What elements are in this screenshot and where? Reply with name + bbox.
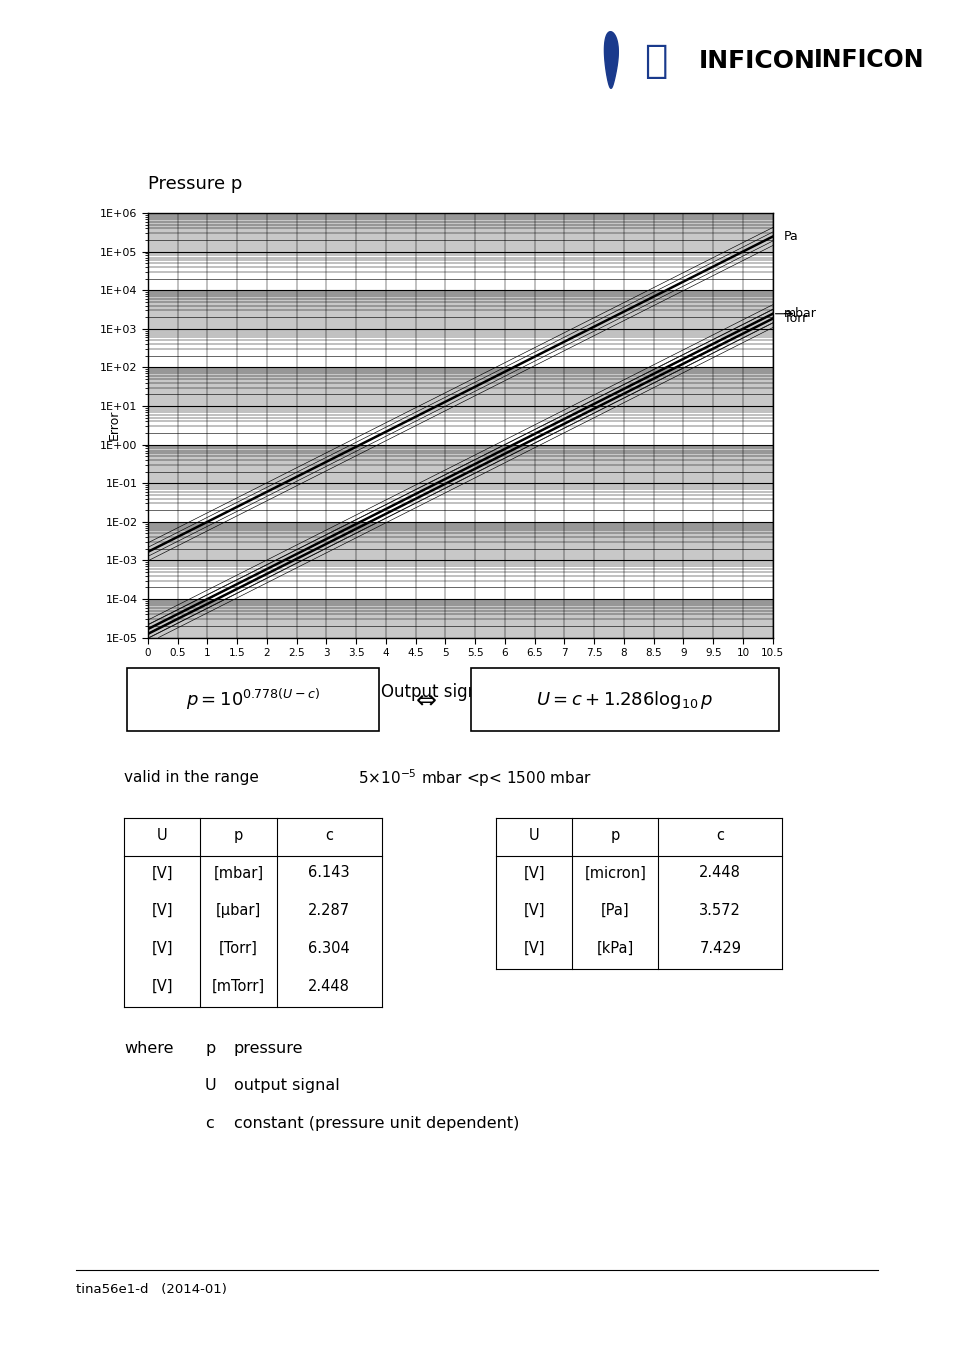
Text: Pressure p: Pressure p (148, 175, 242, 193)
Text: [mTorr]: [mTorr] (212, 979, 265, 993)
Text: [V]: [V] (523, 903, 544, 918)
Text: ᪤: ᪤ (643, 42, 667, 80)
Text: c: c (205, 1116, 213, 1131)
FancyBboxPatch shape (127, 669, 378, 731)
Bar (148, 522, 772, 561)
Bar (148, 445, 772, 483)
Text: Pa: Pa (783, 231, 798, 243)
Text: valid in the range: valid in the range (124, 770, 258, 786)
Bar (148, 329, 772, 368)
Text: 7.429: 7.429 (699, 941, 740, 956)
Text: [V]: [V] (152, 979, 172, 993)
FancyBboxPatch shape (470, 669, 779, 731)
Text: 3.572: 3.572 (699, 903, 740, 918)
Bar (148, 561, 772, 599)
Text: INFICON: INFICON (698, 49, 815, 73)
Text: U: U (156, 828, 168, 842)
Text: tina56e1-d   (2014-01): tina56e1-d (2014-01) (76, 1283, 227, 1297)
Text: $\Leftrightarrow$: $\Leftrightarrow$ (411, 687, 437, 712)
Text: [mbar]: [mbar] (213, 865, 263, 880)
Text: INFICON: INFICON (813, 49, 923, 71)
Text: p: p (610, 828, 619, 842)
Text: 2.287: 2.287 (308, 903, 350, 918)
Text: constant (pressure unit dependent): constant (pressure unit dependent) (233, 1116, 518, 1131)
Text: [V]: [V] (152, 865, 172, 880)
Text: 2.448: 2.448 (308, 979, 350, 993)
Text: 0.61: 0.61 (172, 669, 195, 678)
X-axis label: Output signal U [V]: Output signal U [V] (380, 683, 539, 701)
Text: [μbar]: [μbar] (215, 903, 261, 918)
Text: pressure: pressure (233, 1041, 303, 1055)
Polygon shape (604, 32, 618, 89)
Text: [kPa]: [kPa] (596, 941, 634, 956)
Text: 6.304: 6.304 (308, 941, 350, 956)
Text: U: U (528, 828, 539, 842)
Text: [V]: [V] (523, 865, 544, 880)
Text: output signal: output signal (233, 1078, 339, 1093)
Text: Error: Error (108, 410, 121, 441)
Text: [micron]: [micron] (584, 865, 645, 880)
Bar (148, 368, 772, 406)
Text: Torr: Torr (783, 313, 806, 325)
Text: [V]: [V] (152, 941, 172, 956)
Text: c: c (325, 828, 333, 842)
Text: mbar: mbar (783, 307, 816, 321)
Text: 2.448: 2.448 (699, 865, 740, 880)
Text: where: where (124, 1041, 173, 1055)
Bar (148, 290, 772, 329)
Bar (148, 483, 772, 522)
Text: [Pa]: [Pa] (600, 903, 629, 918)
Text: $U = c +1.286\log_{10} p$: $U = c +1.286\log_{10} p$ (536, 689, 713, 710)
Text: $p = 10^{0.778(U-c)}$: $p = 10^{0.778(U-c)}$ (186, 687, 319, 712)
Bar (148, 213, 772, 252)
Text: 6.143: 6.143 (308, 865, 350, 880)
Text: U: U (205, 1078, 216, 1093)
Text: [Torr]: [Torr] (219, 941, 257, 956)
Text: [V]: [V] (152, 903, 172, 918)
Text: [V]: [V] (523, 941, 544, 956)
Text: 5×10$^{-5}$ mbar <p< 1500 mbar: 5×10$^{-5}$ mbar <p< 1500 mbar (357, 767, 591, 789)
Bar (148, 599, 772, 638)
Bar (148, 406, 772, 445)
Text: p: p (205, 1041, 215, 1055)
Text: p: p (233, 828, 243, 842)
Bar (148, 252, 772, 290)
Text: c: c (716, 828, 723, 842)
